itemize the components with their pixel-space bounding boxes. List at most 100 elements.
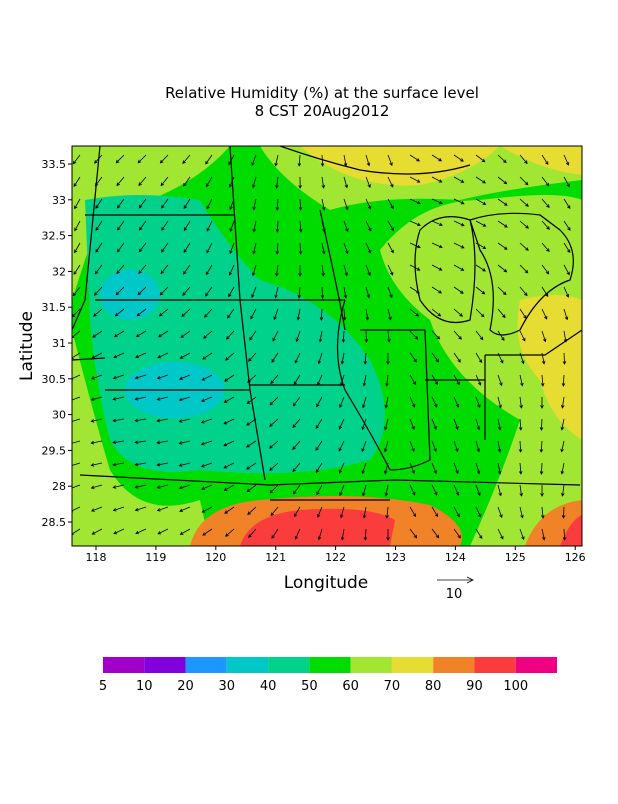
wind-arrow (201, 374, 213, 381)
wind-arrow (361, 484, 367, 497)
wind-arrow (497, 462, 502, 475)
wind-arrow (227, 308, 235, 319)
wind-arrow (431, 286, 442, 294)
wind-arrow (117, 220, 125, 231)
wind-arrow (72, 154, 81, 165)
wind-arrow (90, 418, 103, 423)
wind-arrow (251, 176, 257, 189)
wind-arrow (295, 330, 301, 343)
wind-arrow (563, 308, 569, 321)
wind-arrow (431, 484, 438, 496)
wind-arrow (338, 418, 345, 430)
wind-arrow (72, 286, 81, 297)
colorbar-segment (474, 657, 516, 673)
wind-arrow (497, 484, 502, 497)
wind-arrow (431, 396, 438, 408)
wind-arrow (90, 440, 103, 445)
wind-arrow (475, 352, 483, 364)
wind-arrow (343, 286, 348, 299)
wind-arrow (519, 154, 528, 165)
wind-arrow (431, 242, 443, 249)
wind-arrow (540, 484, 544, 497)
y-tick-label: 31 (52, 337, 66, 350)
wind-arrow (116, 242, 125, 253)
wind-arrow (316, 506, 323, 518)
colorbar-segment (268, 657, 310, 673)
y-ticks: 33.5 33 32.5 32 31.5 31 30.5 30 29.5 28 28.5 (42, 158, 72, 529)
wind-arrow (541, 352, 546, 365)
wind-arrow (224, 352, 235, 361)
wind-arrow (160, 264, 169, 275)
wind-arrow (159, 154, 169, 164)
wind-vectors (72, 154, 571, 541)
wind-arrow (158, 308, 169, 317)
wind-arrow (251, 286, 257, 299)
wind-arrow (183, 242, 191, 253)
wind-arrow (134, 396, 147, 401)
wind-arrow (317, 352, 323, 365)
wind-arrow (387, 242, 394, 254)
wind-arrow (112, 374, 125, 380)
wind-arrow (539, 462, 544, 475)
wind-arrow (112, 484, 125, 489)
wind-arrow (386, 352, 390, 365)
y-tick-label: 30 (52, 409, 66, 422)
wind-arrow (297, 286, 302, 299)
wind-arrow (183, 220, 191, 232)
wind-arrow (156, 462, 169, 467)
wind-arrow (431, 220, 443, 226)
wind-arrow (453, 418, 459, 431)
wind-arrow (321, 264, 325, 277)
wind-arrow (475, 220, 487, 227)
wind-arrow (365, 176, 371, 189)
wind-arrow (246, 440, 257, 448)
wind-arrow (431, 528, 440, 539)
wind-arrow (384, 484, 389, 497)
wind-arrow (497, 176, 508, 185)
wind-arrow (298, 242, 303, 255)
wind-arrow (453, 506, 460, 518)
wind-arrow (409, 528, 418, 539)
wind-arrow (365, 308, 370, 321)
wind-arrow (178, 396, 191, 402)
wind-arrow (386, 528, 390, 541)
x-tick-label: 119 (145, 551, 166, 564)
wind-arrow (539, 418, 544, 431)
wind-arrow (292, 484, 301, 495)
colorbar-segment (515, 657, 557, 673)
wind-arrow (112, 506, 125, 512)
wind-arrow (343, 198, 349, 211)
wind-arrow (137, 154, 147, 164)
wind-arrow (249, 330, 257, 341)
wind-arrow (364, 330, 369, 343)
wind-arrow (409, 418, 415, 430)
wind-arrow (134, 440, 147, 444)
wind-arrow (156, 396, 169, 401)
wind-arrow (271, 528, 279, 539)
wind-arrow (252, 220, 257, 233)
wind-arrow (453, 462, 459, 475)
wind-arrow (338, 440, 345, 452)
wind-arrow (223, 396, 235, 403)
wind-arrow (178, 440, 191, 445)
wind-arrow (229, 198, 235, 211)
wind-arrow (293, 506, 301, 518)
wind-arrow (252, 242, 257, 255)
wind-arrow (497, 506, 503, 519)
wind-arrow (340, 528, 345, 541)
wind-arrow (431, 154, 443, 162)
wind-arrow (206, 220, 213, 232)
wind-arrow (497, 418, 502, 431)
wind-arrow (72, 418, 81, 424)
wind-arrow (361, 418, 367, 431)
wind-arrow (453, 440, 459, 453)
wind-arrow (383, 440, 389, 453)
wind-arrow (431, 418, 437, 430)
colorbar-segment (309, 657, 351, 673)
wind-arrow (343, 264, 348, 277)
wind-arrow (72, 440, 81, 446)
wind-arrow (90, 462, 103, 467)
wind-arrow (541, 308, 548, 320)
wind-arrow (475, 506, 482, 518)
wind-arrow (475, 264, 486, 272)
